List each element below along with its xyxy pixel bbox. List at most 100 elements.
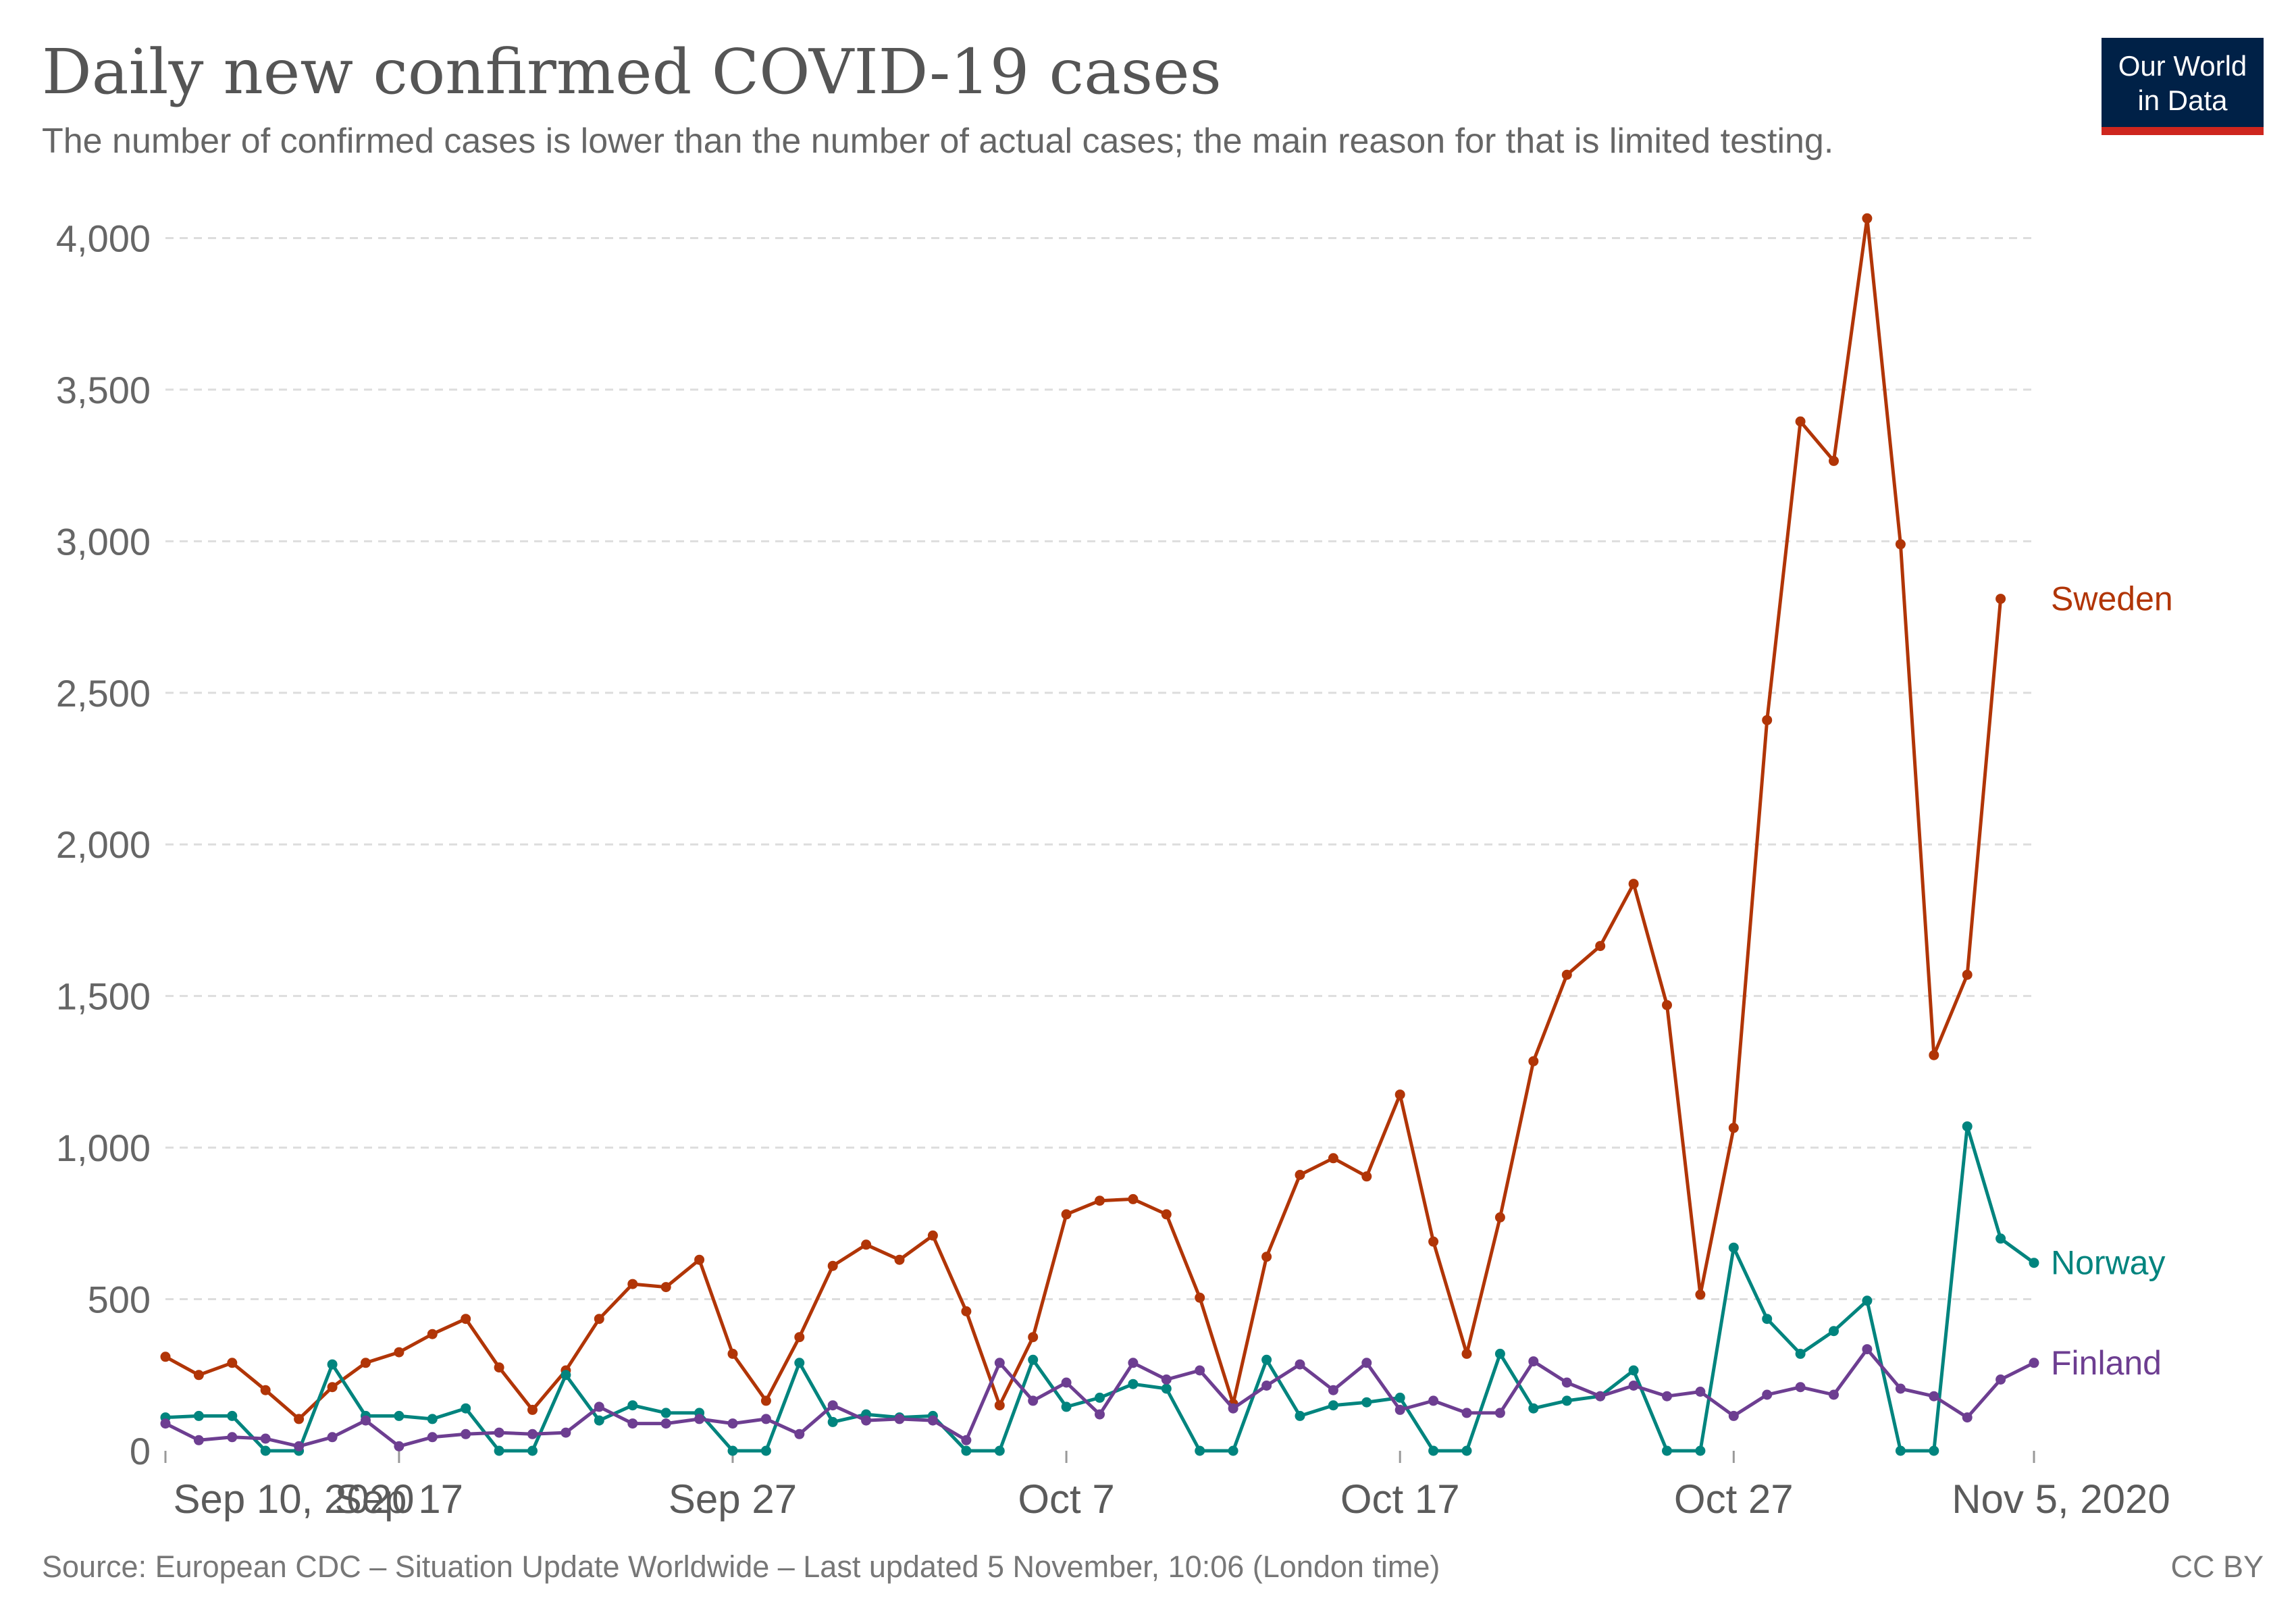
data-point-norway bbox=[1962, 1121, 1973, 1132]
data-point-norway bbox=[794, 1358, 805, 1368]
license-link[interactable]: CC BY bbox=[2170, 1549, 2264, 1584]
data-point-finland bbox=[1061, 1377, 1072, 1388]
data-point-finland bbox=[827, 1400, 838, 1411]
y-axis: 0 500 1,000 1,500 2,000 2,500 3,000 3,500 4,000 bbox=[56, 217, 151, 1472]
data-point-sweden bbox=[1261, 1252, 1272, 1262]
data-point-sweden bbox=[1662, 1000, 1672, 1010]
y-tick-label: 2,500 bbox=[56, 672, 151, 715]
data-point-finland bbox=[1228, 1403, 1238, 1414]
data-point-sweden bbox=[193, 1370, 204, 1381]
data-point-sweden bbox=[1561, 969, 1572, 980]
data-point-finland bbox=[361, 1415, 371, 1426]
data-point-sweden bbox=[794, 1332, 805, 1343]
owid-logo[interactable]: Our World in Data bbox=[2102, 38, 2264, 135]
data-point-sweden bbox=[694, 1254, 705, 1265]
data-point-finland bbox=[727, 1418, 738, 1429]
data-point-sweden bbox=[1695, 1289, 1706, 1300]
data-point-norway bbox=[1361, 1397, 1372, 1408]
data-point-norway bbox=[1161, 1383, 1172, 1394]
y-tick-label: 0 bbox=[130, 1430, 151, 1472]
data-point-norway bbox=[1995, 1233, 2006, 1244]
data-point-finland bbox=[994, 1358, 1005, 1368]
data-point-finland bbox=[494, 1427, 504, 1438]
series-line-sweden bbox=[164, 216, 2003, 1421]
data-point-finland bbox=[1728, 1410, 1739, 1421]
series-sweden bbox=[160, 213, 2006, 1424]
data-point-sweden bbox=[1361, 1171, 1372, 1182]
data-point-finland bbox=[1929, 1391, 1939, 1401]
source-note: Source: European CDC – Situation Update … bbox=[42, 1549, 1440, 1584]
data-point-finland bbox=[1028, 1395, 1039, 1406]
legend-label-norway: Norway bbox=[2051, 1244, 2165, 1282]
data-point-finland bbox=[327, 1432, 338, 1443]
data-point-sweden bbox=[1995, 594, 2006, 604]
data-point-norway bbox=[1295, 1410, 1305, 1421]
data-point-sweden bbox=[927, 1230, 938, 1241]
gridlines bbox=[165, 236, 2034, 1301]
data-point-sweden bbox=[1095, 1195, 1105, 1206]
data-point-norway bbox=[1829, 1326, 1839, 1337]
x-tick-label: Oct 27 bbox=[1674, 1476, 1794, 1522]
data-point-sweden bbox=[294, 1414, 305, 1424]
data-point-norway bbox=[760, 1445, 771, 1456]
data-point-norway bbox=[494, 1445, 504, 1456]
data-point-sweden bbox=[1762, 715, 1773, 725]
data-point-finland bbox=[1461, 1408, 1472, 1418]
data-point-finland bbox=[660, 1418, 671, 1429]
data-point-finland bbox=[461, 1429, 471, 1439]
data-point-sweden bbox=[1829, 455, 1839, 466]
data-point-sweden bbox=[1528, 1056, 1539, 1066]
data-point-finland bbox=[794, 1429, 805, 1439]
data-point-sweden bbox=[1128, 1193, 1139, 1204]
data-point-norway bbox=[1795, 1348, 1806, 1359]
data-point-norway bbox=[2029, 1258, 2039, 1268]
series-norway bbox=[160, 1121, 2039, 1456]
data-point-sweden bbox=[1461, 1348, 1472, 1359]
data-point-sweden bbox=[861, 1239, 872, 1250]
data-point-norway bbox=[1662, 1445, 1672, 1456]
data-point-norway bbox=[1628, 1365, 1639, 1376]
data-point-sweden bbox=[1494, 1212, 1505, 1223]
data-point-sweden bbox=[1428, 1236, 1439, 1247]
data-point-sweden bbox=[961, 1306, 972, 1316]
data-point-norway bbox=[1862, 1295, 1873, 1306]
data-point-finland bbox=[260, 1433, 271, 1444]
data-point-finland bbox=[1394, 1404, 1405, 1415]
y-tick-label: 3,500 bbox=[56, 369, 151, 411]
data-point-finland bbox=[1528, 1356, 1539, 1367]
y-tick-label: 2,000 bbox=[56, 823, 151, 866]
data-point-norway bbox=[1261, 1354, 1272, 1365]
x-tick-label: Sep 27 bbox=[669, 1476, 797, 1522]
data-point-norway bbox=[394, 1410, 405, 1421]
series-lines bbox=[160, 213, 2039, 1456]
data-point-finland bbox=[694, 1414, 705, 1424]
data-point-norway bbox=[1195, 1445, 1205, 1456]
data-point-norway bbox=[660, 1408, 671, 1418]
data-point-norway bbox=[193, 1410, 204, 1421]
data-point-sweden bbox=[1795, 416, 1806, 427]
data-point-sweden bbox=[160, 1352, 171, 1362]
data-point-finland bbox=[1328, 1385, 1338, 1395]
data-point-sweden bbox=[361, 1358, 371, 1368]
data-point-sweden bbox=[1929, 1050, 1939, 1060]
data-point-finland bbox=[894, 1414, 905, 1424]
data-point-norway bbox=[560, 1370, 571, 1381]
data-point-sweden bbox=[627, 1279, 638, 1289]
data-point-norway bbox=[527, 1445, 538, 1456]
legend-label-finland: Finland bbox=[2051, 1344, 2162, 1382]
data-point-norway bbox=[1494, 1348, 1505, 1359]
data-point-finland bbox=[527, 1429, 538, 1439]
data-point-sweden bbox=[1895, 539, 1906, 550]
owid-logo-line2: in Data bbox=[2137, 84, 2228, 116]
data-point-norway bbox=[1128, 1379, 1139, 1389]
data-point-finland bbox=[1494, 1408, 1505, 1418]
owid-logo-line1: Our World bbox=[2118, 50, 2247, 82]
y-tick-label: 1,500 bbox=[56, 975, 151, 1018]
data-point-norway bbox=[627, 1400, 638, 1411]
data-point-finland bbox=[1195, 1365, 1205, 1376]
data-point-finland bbox=[1361, 1358, 1372, 1368]
y-tick-label: 3,000 bbox=[56, 520, 151, 563]
series-finland bbox=[160, 1344, 2039, 1451]
